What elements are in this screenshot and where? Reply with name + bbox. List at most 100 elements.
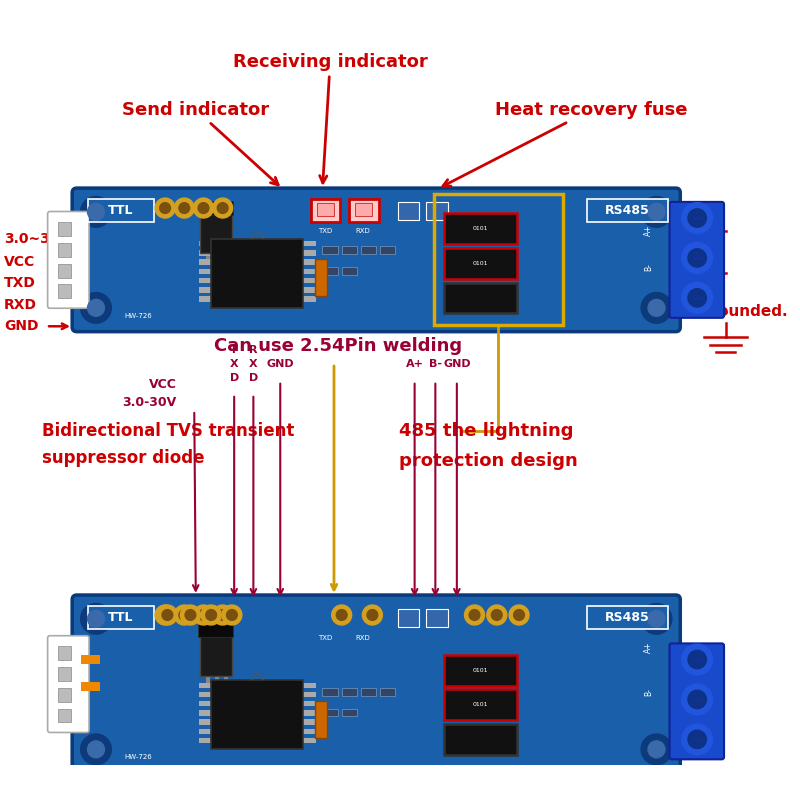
Circle shape [336, 610, 347, 620]
Bar [199, 729, 211, 734]
Circle shape [160, 610, 170, 620]
Text: B-: B- [702, 266, 721, 281]
Text: GND: GND [4, 319, 38, 334]
Bar [303, 250, 315, 256]
Bar [199, 701, 211, 706]
Circle shape [682, 684, 713, 715]
Bar [199, 278, 211, 283]
Bar [342, 267, 357, 275]
Bar [81, 682, 100, 691]
Circle shape [682, 242, 713, 274]
Circle shape [179, 610, 190, 620]
Text: RS485: RS485 [605, 610, 650, 624]
Bar [303, 738, 315, 743]
Text: 0101: 0101 [472, 261, 488, 266]
Bar [206, 205, 210, 262]
Bar [199, 269, 211, 274]
Circle shape [179, 202, 190, 214]
Text: HW-726: HW-726 [124, 754, 152, 760]
Bar [317, 203, 334, 216]
Bar [303, 692, 315, 697]
Text: GND: GND [443, 359, 470, 370]
Text: 0101: 0101 [472, 702, 488, 707]
Text: D: D [249, 373, 258, 383]
FancyBboxPatch shape [48, 636, 89, 733]
Bar [199, 241, 211, 246]
Circle shape [469, 610, 480, 620]
Circle shape [162, 610, 173, 620]
Circle shape [486, 605, 506, 625]
Text: B-: B- [429, 359, 442, 370]
Bar [199, 738, 211, 743]
Circle shape [641, 734, 672, 765]
Bar [0, 765, 768, 784]
Circle shape [81, 197, 111, 227]
Bar [361, 688, 376, 696]
Bar [224, 630, 228, 687]
Bar [199, 250, 211, 256]
Circle shape [201, 605, 221, 625]
Circle shape [688, 650, 706, 669]
Bar [211, 238, 303, 308]
Circle shape [648, 203, 665, 220]
Text: 0101: 0101 [472, 668, 488, 673]
Circle shape [648, 299, 665, 316]
Bar [398, 202, 419, 220]
Bar [58, 285, 71, 298]
Circle shape [648, 610, 665, 627]
Circle shape [174, 198, 194, 218]
Circle shape [688, 289, 706, 307]
Bar [426, 202, 448, 220]
Text: Grounded.: Grounded. [698, 304, 788, 319]
Circle shape [218, 610, 228, 620]
Bar [380, 688, 395, 696]
Bar [303, 682, 315, 688]
Circle shape [688, 690, 706, 709]
Circle shape [158, 605, 178, 625]
Bar [587, 606, 668, 629]
Bar [355, 203, 372, 216]
Bar [322, 688, 338, 696]
Bar [199, 710, 211, 715]
Circle shape [648, 741, 665, 758]
Text: B-: B- [644, 262, 654, 270]
Bar [224, 205, 228, 262]
Bar [380, 246, 395, 254]
Bar [199, 682, 211, 688]
FancyBboxPatch shape [72, 595, 680, 773]
Bar [215, 630, 219, 687]
Text: Send indicator: Send indicator [122, 101, 278, 185]
Bar [303, 701, 315, 706]
Text: TXD: TXD [318, 634, 332, 641]
Text: VCC: VCC [149, 378, 177, 391]
Circle shape [641, 197, 672, 227]
Bar [303, 710, 315, 715]
Circle shape [682, 202, 713, 234]
Bar [444, 214, 517, 244]
Bar [88, 199, 154, 222]
Circle shape [465, 605, 485, 625]
Circle shape [332, 605, 352, 625]
Circle shape [682, 644, 713, 675]
Circle shape [198, 610, 209, 620]
Bar [199, 296, 211, 302]
Circle shape [688, 209, 706, 227]
Bar [200, 630, 232, 676]
Text: X: X [230, 359, 238, 370]
Bar [198, 201, 234, 214]
Circle shape [81, 293, 111, 323]
Circle shape [226, 610, 238, 620]
Text: X: X [249, 359, 258, 370]
Text: T: T [230, 346, 238, 355]
Bar [311, 199, 340, 222]
Bar [587, 199, 668, 222]
Circle shape [222, 605, 242, 625]
Circle shape [682, 282, 713, 314]
Text: HW-726: HW-726 [124, 313, 152, 319]
Bar [199, 692, 211, 697]
Bar [426, 609, 448, 627]
Circle shape [213, 605, 233, 625]
Text: 0101: 0101 [472, 226, 488, 231]
Bar [303, 278, 315, 283]
Circle shape [509, 605, 529, 625]
